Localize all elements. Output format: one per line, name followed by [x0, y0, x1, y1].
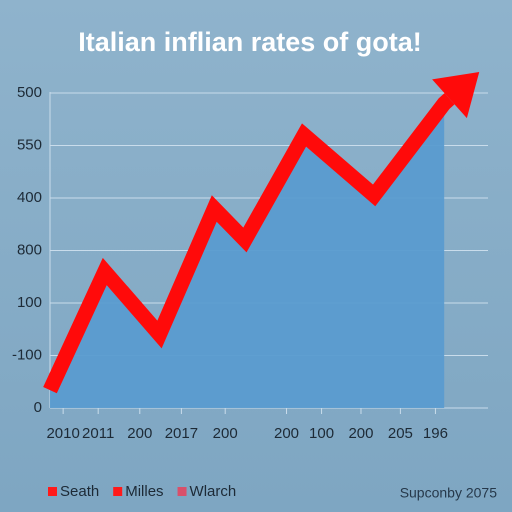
y-tick-label: 500	[17, 84, 42, 101]
x-tick-label: 2011	[82, 425, 114, 442]
legend-label: Seath	[60, 483, 99, 500]
legend-label: Milles	[125, 483, 163, 500]
x-tick-label: 2017	[165, 425, 198, 442]
arrowhead	[432, 72, 480, 119]
x-tick-label: 196	[423, 425, 448, 442]
y-tick-label: 800	[17, 241, 42, 258]
y-tick-label: 0	[34, 399, 42, 416]
legend-swatch	[48, 487, 57, 496]
chart-title: Italian inflian rates of gota!	[78, 27, 422, 57]
y-tick-label: 550	[17, 136, 42, 153]
y-tick-label: -100	[12, 346, 42, 363]
legend-swatch	[113, 487, 123, 496]
legend-label: Wlarch	[190, 483, 237, 500]
x-tick-label: 200	[274, 425, 299, 442]
x-tick-label: 200	[213, 425, 238, 442]
x-tick-label: 200	[348, 425, 373, 442]
legend-swatch	[177, 487, 187, 496]
footer: Supconby 2075	[400, 485, 498, 501]
y-tick-label: 400	[17, 189, 42, 206]
x-tick-label: 205	[388, 425, 413, 442]
x-tick-label: 200	[127, 425, 152, 442]
line	[43, 93, 455, 394]
x-tick-label: 100	[309, 425, 334, 442]
y-tick-label: 100	[17, 294, 42, 311]
x-tick-label: 2010	[46, 425, 79, 442]
